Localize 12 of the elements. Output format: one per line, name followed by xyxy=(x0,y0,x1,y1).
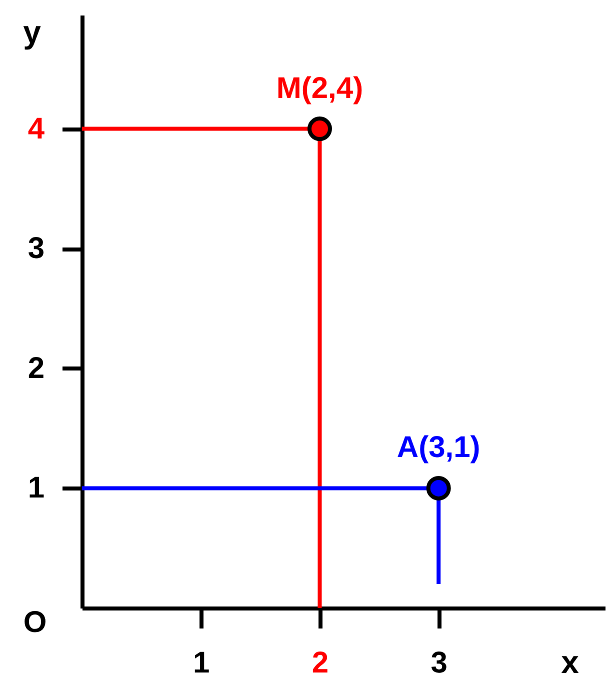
annotation: A(3,1) xyxy=(396,431,480,464)
y-tick-label: 4 xyxy=(28,112,45,146)
y-tick-label: 2 xyxy=(28,352,44,385)
x-tick-label: 3 xyxy=(430,646,448,679)
y-tick-label: 3 xyxy=(28,232,44,266)
x-axis-title: x xyxy=(561,644,580,679)
x-tick-label: 2 xyxy=(312,646,329,679)
text: O xyxy=(23,606,47,639)
x-tick-label: 1 xyxy=(193,646,210,679)
y-axis-title: y xyxy=(23,14,42,50)
y-tick-label: 1 xyxy=(28,472,44,505)
annotation: M(2,4) xyxy=(276,72,364,105)
